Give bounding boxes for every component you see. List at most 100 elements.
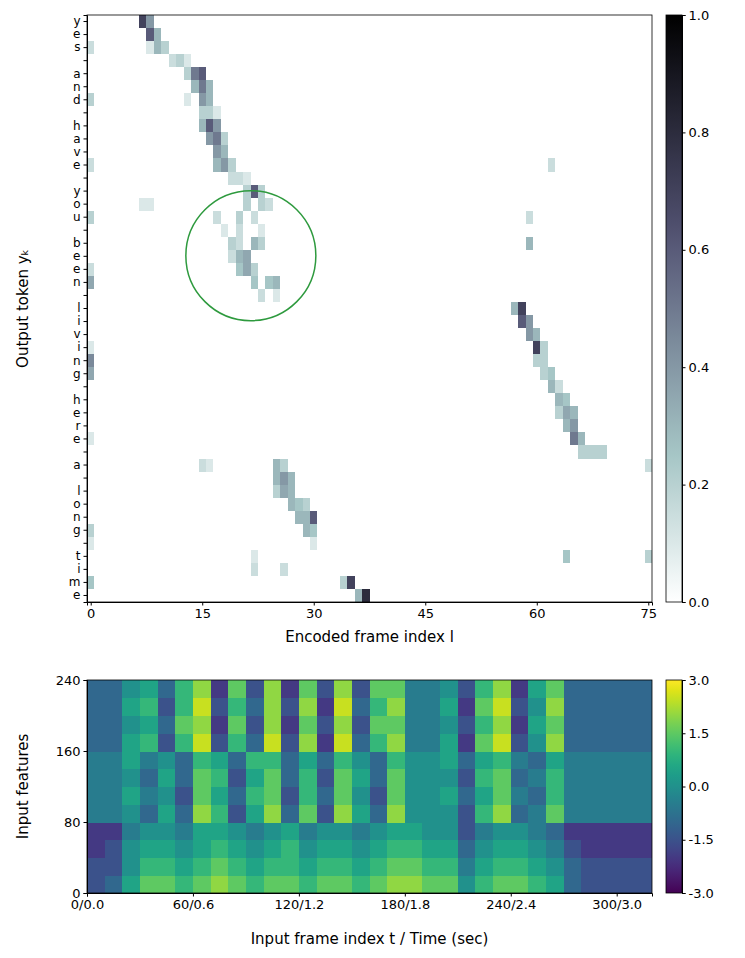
heatmap-cell (206, 132, 213, 145)
heatmap-cell (599, 751, 617, 769)
heatmap-cell (546, 698, 564, 716)
heatmap-cell (140, 804, 158, 822)
heatmap-cell (105, 769, 123, 787)
heatmap-cell (246, 787, 264, 805)
heatmap-cell (352, 804, 370, 822)
heatmap-cell (578, 432, 585, 445)
heatmap-cell (387, 875, 405, 893)
heatmap-cell (281, 840, 299, 858)
heatmap-cell (422, 769, 440, 787)
tick-label: 0.0 (689, 595, 710, 610)
heatmap-cell (175, 804, 193, 822)
heatmap-cell (370, 787, 388, 805)
heatmap-cell (347, 576, 354, 589)
tick: i (77, 314, 87, 328)
tick: n (73, 275, 87, 289)
heatmap-cell (206, 93, 213, 106)
heatmap-cell (158, 698, 176, 716)
heatmap-cell (288, 485, 295, 498)
heatmap-cell (546, 716, 564, 734)
heatmap-cell (158, 751, 176, 769)
heatmap-cell (405, 822, 423, 840)
heatmap-cell (191, 80, 198, 93)
heatmap-cell (334, 733, 352, 751)
heatmap-cell (370, 804, 388, 822)
heatmap-cell (458, 787, 476, 805)
tick-mark (84, 243, 88, 244)
heatmap-cell (87, 576, 94, 589)
heatmap-cell (546, 822, 564, 840)
heatmap-cell (352, 840, 370, 858)
heatmap-cell (581, 733, 599, 751)
heatmap-cell (440, 858, 458, 876)
heatmap-cell (140, 822, 158, 840)
axis-line (683, 681, 686, 894)
tick (84, 295, 88, 296)
heatmap-cell (281, 875, 299, 893)
heatmap-cell (206, 80, 213, 93)
heatmap-cell (511, 840, 529, 858)
tick-label: 60 (529, 606, 546, 621)
colorbar-axis: 0.00.20.40.60.81.0 (682, 8, 709, 610)
tick: 0.6 (682, 242, 709, 257)
tick-mark (682, 680, 686, 681)
heatmap-cell (533, 341, 540, 354)
heatmap-cell (251, 237, 258, 250)
heatmap-cell (122, 733, 140, 751)
tick: s (74, 40, 87, 54)
heatmap-cell (236, 263, 243, 276)
heatmap-cell (169, 54, 176, 67)
heatmap-cell (140, 787, 158, 805)
heatmap-cell (273, 485, 280, 498)
tick-label: 75 (641, 606, 658, 621)
heatmap-cell (140, 716, 158, 734)
heatmap-cell (303, 524, 310, 537)
heatmap-cell (526, 211, 533, 224)
tick-label: 0.0 (689, 779, 710, 794)
heatmap-cell (555, 393, 562, 406)
tick-mark (682, 893, 686, 894)
heatmap-cell (122, 787, 140, 805)
heatmap-cell (213, 106, 220, 119)
heatmap-cell (526, 315, 533, 328)
heatmap-cell (528, 769, 546, 787)
heatmap-cell (599, 840, 617, 858)
tick: 15 (194, 602, 211, 621)
tick-mark (84, 465, 88, 466)
heatmap-cell (288, 498, 295, 511)
tick-mark (84, 165, 88, 166)
heatmap-cell (193, 840, 211, 858)
heatmap-cell (243, 250, 250, 263)
heatmap-cell (352, 733, 370, 751)
tick-label: 240/2.4 (486, 897, 536, 912)
heatmap-cell (251, 263, 258, 276)
heatmap-cell (228, 822, 246, 840)
tick-label: e (73, 158, 80, 172)
heatmap-cell (581, 822, 599, 840)
heatmap-cell (193, 769, 211, 787)
heatmap-cell (599, 733, 617, 751)
heatmap-cell (475, 716, 493, 734)
tick: g (73, 523, 87, 537)
heatmap-cell (258, 289, 265, 302)
tick-mark (682, 733, 686, 734)
heatmap-cell (264, 680, 282, 698)
tick-label: n (73, 354, 81, 368)
heatmap-cell (246, 804, 264, 822)
tick-mark (84, 412, 88, 413)
heatmap-cell (281, 822, 299, 840)
heatmap-cell (405, 680, 423, 698)
heatmap-cell (370, 840, 388, 858)
heatmap-cell (422, 733, 440, 751)
heatmap-cell (175, 840, 193, 858)
heatmap-cell (634, 875, 652, 893)
heatmap-cell (158, 858, 176, 876)
heatmap-cell (228, 769, 246, 787)
heatmap-cell (105, 680, 123, 698)
tick-mark (682, 15, 686, 16)
plot-frame (87, 15, 652, 602)
heatmap-cell (458, 680, 476, 698)
heatmap-cell (193, 858, 211, 876)
heatmap-cell (87, 354, 94, 367)
heatmap-cell (370, 680, 388, 698)
